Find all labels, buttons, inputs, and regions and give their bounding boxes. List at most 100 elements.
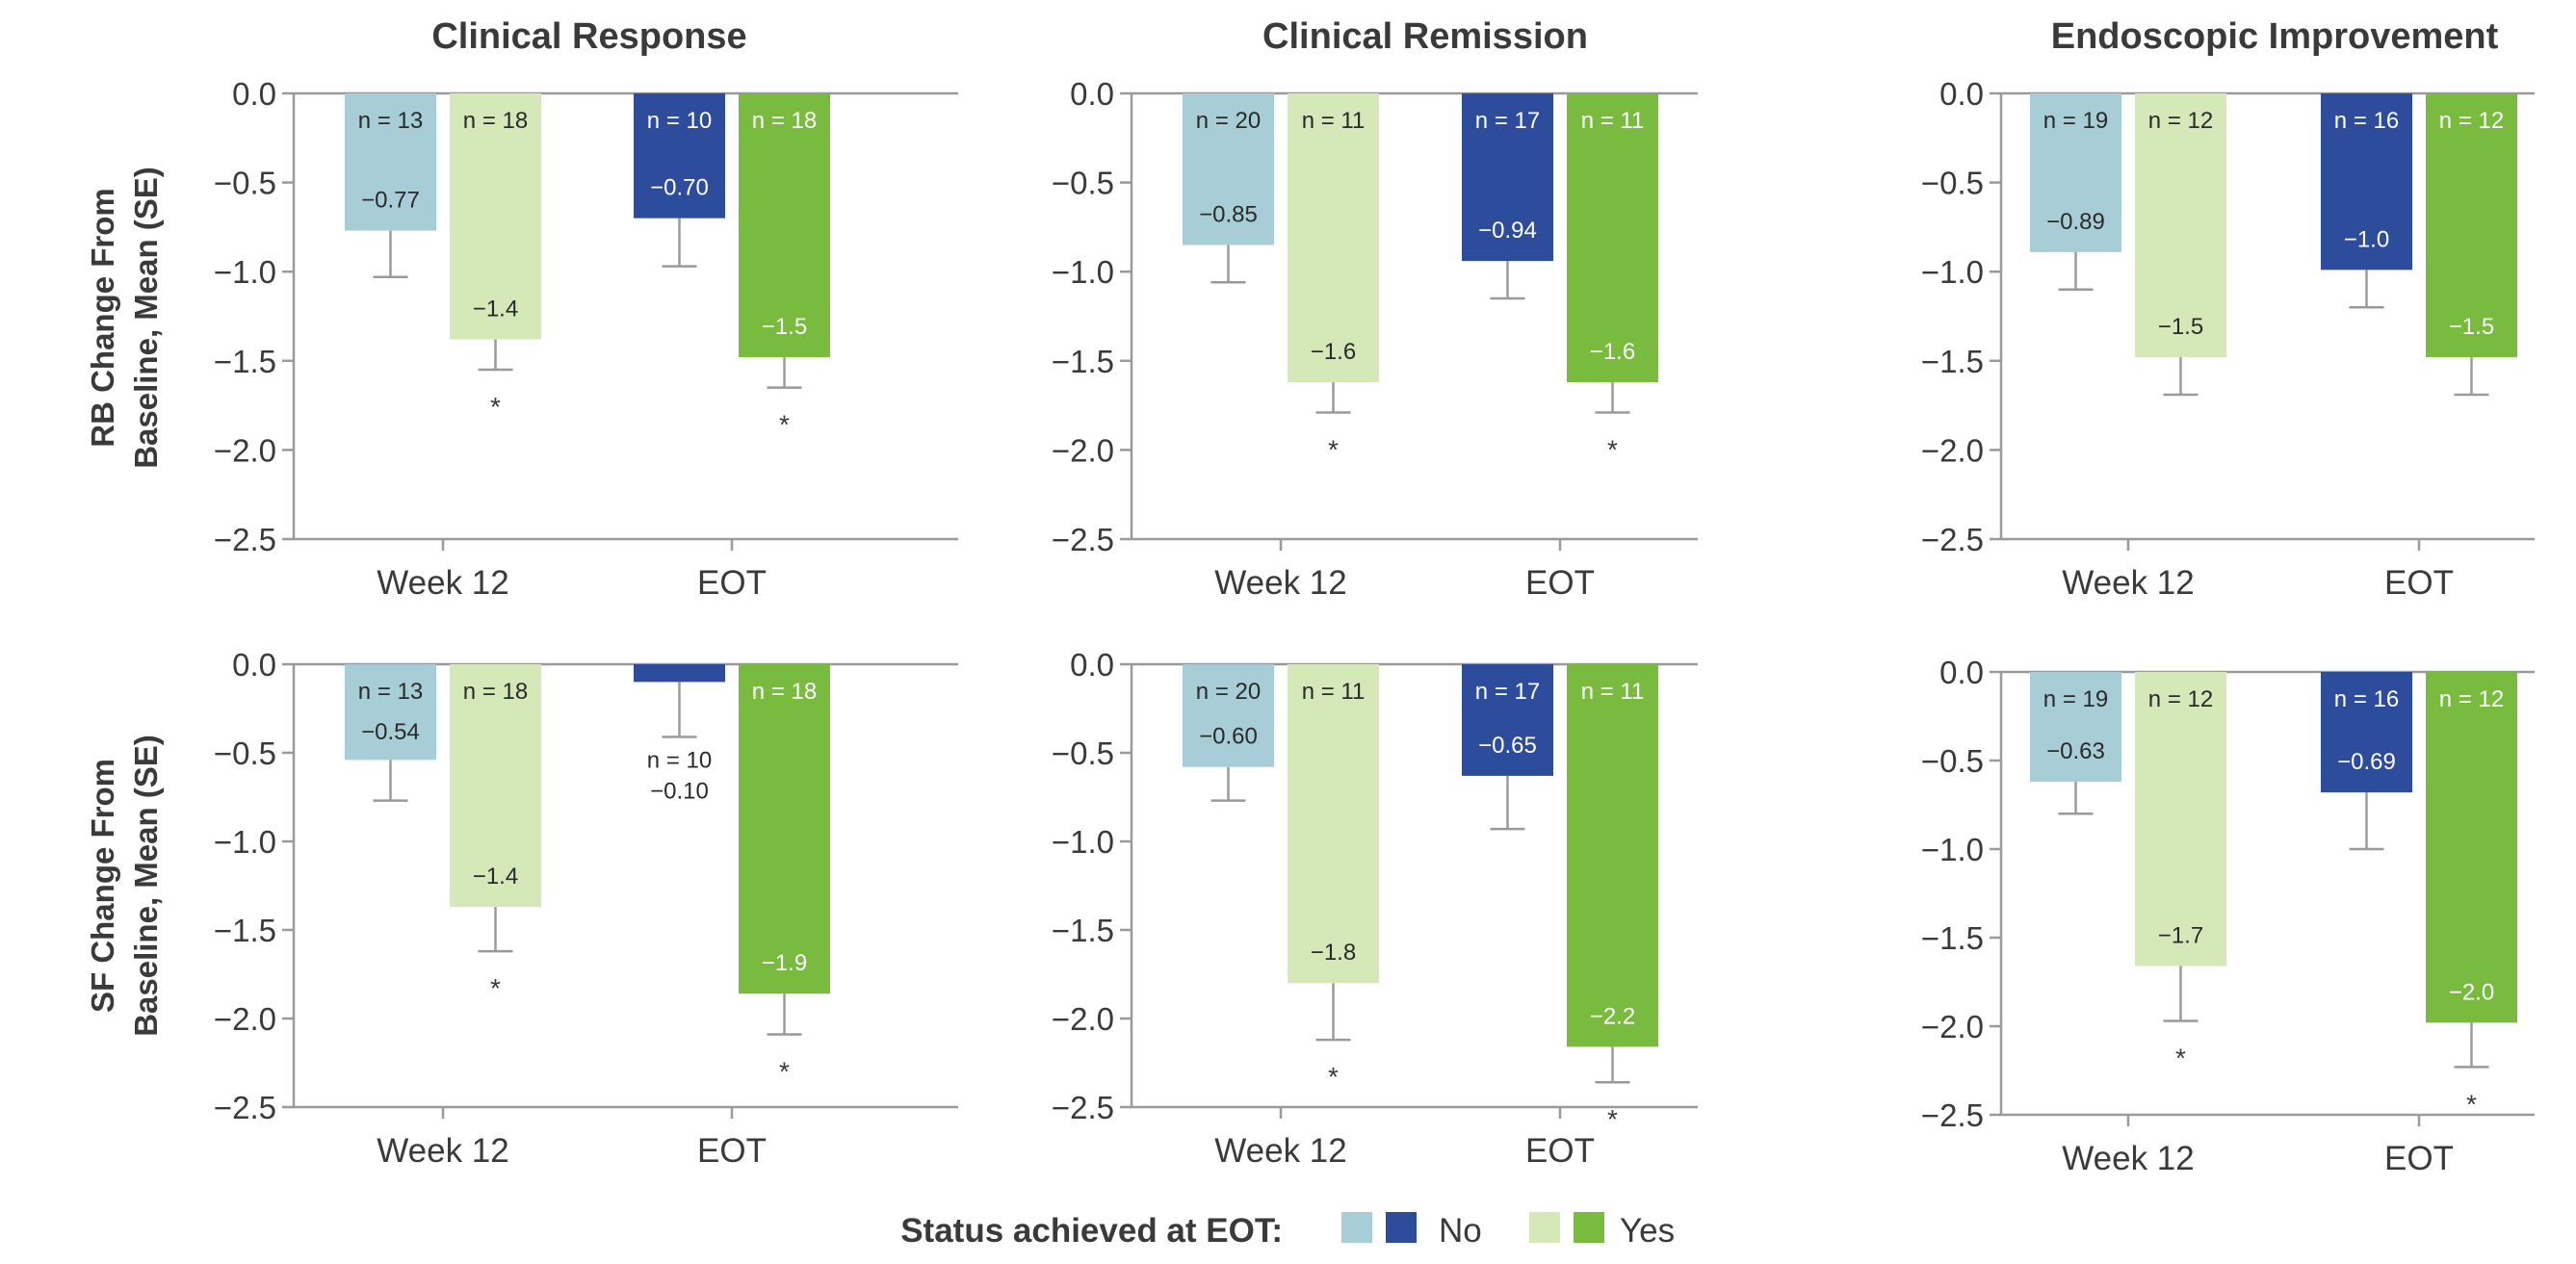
y-tick-label: 0.0: [232, 76, 276, 112]
row-labels: RB Change From Baseline, Mean (SE)SF Chan…: [85, 167, 164, 1037]
y-tick-label: −2.5: [1052, 1090, 1114, 1125]
y-tick-label: −2.0: [1052, 1001, 1114, 1037]
y-tick-label: 0.0: [1070, 647, 1114, 683]
bar-no-eot: [1462, 664, 1553, 776]
bar-yes-week12: [1288, 664, 1379, 984]
panel-1: Clinical Response 0.0 −0.5 −1.0 −1.5 −2.0 −2.5…: [214, 16, 958, 602]
y-tick-label: −1.0: [214, 824, 276, 860]
bar-yes-week12: [450, 93, 541, 340]
y-tick-label: −1.0: [1052, 254, 1114, 290]
bar-n-label: n = 18: [752, 679, 817, 705]
y-tick-label: −2.5: [214, 522, 276, 557]
bar-value-label: −0.94: [1478, 218, 1537, 244]
bar-yes-eot: [739, 664, 830, 994]
bar-n-label: n = 19: [2043, 108, 2108, 134]
bar-value-label: −1.9: [762, 950, 807, 976]
panel-4: 0.0 −0.5 −1.0 −1.5 −2.0 −2.5 Week 12 EOT n = 13 −…: [214, 647, 958, 1170]
y-tick-label: −2.0: [1052, 432, 1114, 468]
bar-n-label: n = 17: [1475, 108, 1540, 134]
bar-n-label: n = 16: [2334, 108, 2399, 134]
x-tick-label: EOT: [1525, 564, 1595, 602]
bar-no-eot: [1462, 93, 1553, 262]
row-label-line2: Baseline, Mean (SE): [128, 735, 164, 1037]
y-tick-label: −1.5: [1921, 920, 1984, 956]
significance-marker: *: [2175, 1043, 2186, 1072]
legend-swatch-no-week12: [1341, 1212, 1372, 1243]
y-tick-label: −1.0: [1921, 254, 1984, 290]
y-tick-label: −1.5: [1921, 344, 1984, 379]
significance-marker: *: [1607, 1104, 1618, 1134]
bar-yes-eot: [2426, 93, 2517, 358]
bar-value-label: −1.4: [473, 864, 518, 890]
bar-n-label: n = 11: [1302, 679, 1366, 705]
bar-n-label: n = 17: [1475, 679, 1540, 705]
y-tick-label: −1.0: [214, 254, 276, 290]
bar-n-label: n = 18: [463, 108, 528, 134]
x-tick-label: Week 12: [1214, 1132, 1347, 1170]
legend-title: Status achieved at EOT:: [900, 1212, 1283, 1250]
bar-yes-week12: [450, 664, 541, 908]
significance-marker: *: [490, 973, 501, 1003]
bar-n-label: n = 11: [1581, 679, 1645, 705]
bar-n-label: n = 20: [1196, 108, 1261, 134]
y-tick-label: −1.0: [1921, 832, 1984, 867]
x-tick-label: EOT: [697, 564, 767, 602]
y-tick-label: 0.0: [232, 647, 276, 683]
significance-marker: *: [1328, 1062, 1339, 1092]
legend-swatch-yes-week12: [1529, 1212, 1560, 1243]
bar-n-label: n = 16: [2334, 686, 2399, 712]
bar-value-label: −0.70: [650, 175, 709, 201]
bar-yes-eot: [2426, 672, 2517, 1023]
bar-no-week12: [1183, 93, 1274, 245]
x-tick-label: Week 12: [377, 1132, 509, 1170]
y-tick-label: −0.5: [214, 735, 276, 771]
row-label-line1: RB Change From: [85, 188, 120, 448]
bar-value-label: −1.5: [762, 314, 807, 340]
bar-n-label: n = 11: [1302, 108, 1366, 134]
y-tick-label: −2.0: [1921, 432, 1984, 468]
significance-marker: *: [2466, 1089, 2477, 1119]
bar-n-label: n = 13: [358, 108, 423, 134]
y-tick-label: −1.0: [1052, 824, 1114, 860]
y-tick-label: −0.5: [1921, 743, 1984, 779]
y-tick-label: −0.5: [1921, 166, 1984, 201]
y-tick-label: −2.5: [1921, 1097, 1984, 1133]
y-tick-label: −2.0: [214, 1001, 276, 1037]
y-tick-label: 0.0: [1070, 76, 1114, 112]
legend-swatch-no-eot: [1386, 1212, 1417, 1243]
x-tick-label: EOT: [2384, 564, 2454, 602]
panel-6: 0.0 −0.5 −1.0 −1.5 −2.0 −2.5 Week 12 EOT n = 19 −…: [1921, 655, 2535, 1177]
bar-no-eot: [634, 93, 725, 219]
bar-no-week12: [1183, 664, 1274, 767]
bar-yes-eot: [1567, 93, 1658, 383]
x-tick-label: Week 12: [1214, 564, 1347, 602]
bar-n-label: n = 20: [1196, 679, 1261, 705]
bar-value-label: −1.5: [2449, 314, 2494, 340]
bar-value-label: −0.10: [650, 778, 709, 804]
bar-value-label: −0.85: [1199, 201, 1258, 227]
bar-no-eot: [634, 664, 725, 683]
y-tick-label: −2.0: [214, 432, 276, 468]
bar-n-label: n = 11: [1581, 108, 1645, 134]
y-tick-label: −2.5: [1921, 522, 1984, 557]
x-tick-label: EOT: [2384, 1140, 2454, 1177]
bar-value-label: −1.8: [1311, 940, 1356, 966]
y-tick-label: −2.5: [214, 1090, 276, 1125]
y-tick-label: −2.5: [1052, 522, 1114, 557]
panel-5: 0.0 −0.5 −1.0 −1.5 −2.0 −2.5 Week 12 EOT n = 20 −…: [1052, 647, 1698, 1170]
bar-value-label: −2.0: [2449, 979, 2494, 1005]
x-tick-label: Week 12: [2062, 564, 2195, 602]
bar-n-label: n = 18: [463, 679, 528, 705]
legend-label-no: No: [1439, 1212, 1482, 1250]
significance-marker: *: [1607, 435, 1618, 465]
significance-marker: *: [779, 1057, 790, 1087]
y-tick-label: 0.0: [1939, 655, 1984, 690]
y-tick-label: −2.0: [1921, 1009, 1984, 1045]
bar-value-label: −0.63: [2046, 738, 2105, 764]
row-label-line1: SF Change From: [85, 759, 120, 1013]
legend-label-yes: Yes: [1620, 1212, 1675, 1250]
y-tick-label: −0.5: [214, 166, 276, 201]
bar-value-label: −2.2: [1590, 1003, 1635, 1029]
y-tick-label: −1.5: [214, 913, 276, 948]
